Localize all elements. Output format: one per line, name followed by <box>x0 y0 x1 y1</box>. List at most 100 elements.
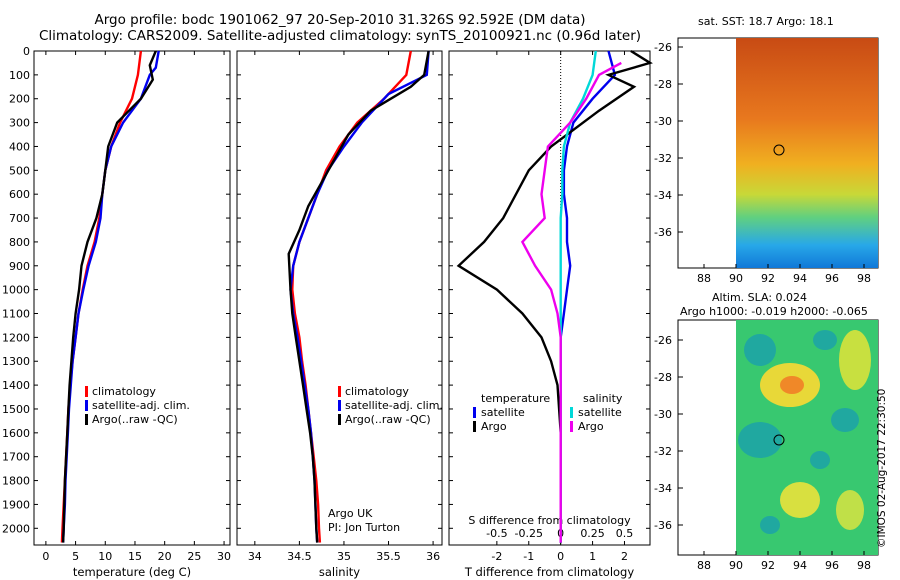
map-y-tick-label: -34 <box>654 189 672 202</box>
map-x-tick-label: 96 <box>825 272 839 285</box>
x-tick-label: 25 <box>187 550 201 563</box>
x-axis-label: temperature (deg C) <box>73 565 191 579</box>
legend-label: Argo <box>481 420 507 433</box>
y-tick-label: 900 <box>9 260 30 273</box>
y-tick-label: 1700 <box>2 451 30 464</box>
map-y-tick-label: -26 <box>654 334 672 347</box>
map-y-tick-label: -36 <box>654 226 672 239</box>
map-x-tick-label: 98 <box>857 559 871 572</box>
map-x-tick-label: 92 <box>761 272 775 285</box>
sst-map-title: sat. SST: 18.7 Argo: 18.1 <box>698 15 834 28</box>
y-tick-label: 1300 <box>2 355 30 368</box>
series-line-3 <box>520 61 622 543</box>
x-tick-label: 34 <box>248 550 262 563</box>
legend-swatch <box>338 414 341 425</box>
legend-swatch <box>473 421 476 432</box>
y-tick-label: 400 <box>9 140 30 153</box>
legend-swatch <box>570 407 573 418</box>
sla-map-title1: Altim. SLA: 0.024 <box>712 291 808 304</box>
y-tick-label: 1100 <box>2 308 30 321</box>
x-tick-label: 5 <box>72 550 79 563</box>
legend-label: Argo(..raw -QC) <box>92 413 178 426</box>
secondary-x-axis-label: S difference from climatology <box>468 514 631 527</box>
x-tick-label: -1 <box>523 550 534 563</box>
x-tick-label: -2 <box>491 550 502 563</box>
map-x-tick-label: 96 <box>825 559 839 572</box>
x-tick-label: 1 <box>589 550 596 563</box>
x-tick-label: 0 <box>557 550 564 563</box>
map-x-tick-label: 88 <box>697 559 711 572</box>
map-x-tick-label: 90 <box>729 559 743 572</box>
map-x-tick-label: 88 <box>697 272 711 285</box>
x-tick-label: 15 <box>128 550 142 563</box>
plot-frame <box>236 50 443 546</box>
figure-title-line1: Argo profile: bodc 1901062_97 20-Sep-201… <box>94 12 586 28</box>
argo-location-marker <box>773 144 785 156</box>
y-tick-label: 1800 <box>2 475 30 488</box>
legend-label: climatology <box>345 385 409 398</box>
map-x-tick-label: 94 <box>793 272 807 285</box>
secondary-x-tick-label: 0.5 <box>616 527 634 540</box>
annotation-text: PI: Jon Turton <box>328 521 400 534</box>
map-x-tick-label: 98 <box>857 272 871 285</box>
legend-swatch <box>338 386 341 397</box>
legend-swatch <box>85 414 88 425</box>
series-line-2 <box>61 50 157 543</box>
sst-map <box>677 37 879 269</box>
y-tick-label: 1500 <box>2 403 30 416</box>
map-y-tick-label: -28 <box>654 78 672 91</box>
map-y-tick-label: -34 <box>654 482 672 495</box>
x-tick-label: 36 <box>426 550 440 563</box>
x-tick-label: 35.5 <box>376 550 401 563</box>
legend-label: climatology <box>92 385 156 398</box>
legend-label: Argo(..raw -QC) <box>345 413 431 426</box>
x-tick-label: 0 <box>42 550 49 563</box>
legend-swatch <box>85 400 88 411</box>
legend-swatch <box>570 421 573 432</box>
series-line-2 <box>287 50 430 543</box>
map-y-tick-label: -32 <box>654 152 672 165</box>
map-y-tick-label: -30 <box>654 115 672 128</box>
legend-header: salinity <box>583 392 623 405</box>
x-tick-label: 35 <box>337 550 351 563</box>
x-axis-label: T difference from climatology <box>464 565 635 579</box>
map-x-tick-label: 92 <box>761 559 775 572</box>
x-axis-label: salinity <box>319 565 360 579</box>
map-y-tick-label: -36 <box>654 519 672 532</box>
y-tick-label: 1600 <box>2 427 30 440</box>
y-tick-label: 200 <box>9 93 30 106</box>
plot-frame <box>448 50 651 546</box>
legend-header: temperature <box>481 392 550 405</box>
map-y-tick-label: -30 <box>654 408 672 421</box>
sla-map <box>677 319 879 556</box>
legend-swatch <box>85 386 88 397</box>
map-x-tick-label: 90 <box>729 272 743 285</box>
x-tick-label: 20 <box>158 550 172 563</box>
y-tick-label: 1000 <box>2 284 30 297</box>
map-y-tick-label: -26 <box>654 41 672 54</box>
map-y-tick-label: -32 <box>654 445 672 458</box>
annotation-text: Argo UK <box>328 507 373 520</box>
legend-label: satellite <box>578 406 622 419</box>
legend-swatch <box>338 400 341 411</box>
x-tick-label: 2 <box>621 550 628 563</box>
argo-location-marker <box>773 434 785 446</box>
map-x-tick-label: 94 <box>793 559 807 572</box>
y-tick-label: 300 <box>9 117 30 130</box>
legend-label: Argo <box>578 420 604 433</box>
legend-label: satellite <box>481 406 525 419</box>
x-tick-label: 10 <box>98 550 112 563</box>
x-tick-label: 30 <box>217 550 231 563</box>
y-tick-label: 800 <box>9 236 30 249</box>
secondary-x-tick-label: -0.5 <box>486 527 507 540</box>
figure-title-line2: Climatology: CARS2009. Satellite-adjuste… <box>38 28 642 44</box>
secondary-x-tick-label: -0.25 <box>515 527 543 540</box>
sla-map-title2: Argo h1000: -0.019 h2000: -0.065 <box>680 305 868 318</box>
y-tick-label: 500 <box>9 164 30 177</box>
y-tick-label: 1900 <box>2 498 30 511</box>
y-tick-label: 0 <box>23 45 30 58</box>
